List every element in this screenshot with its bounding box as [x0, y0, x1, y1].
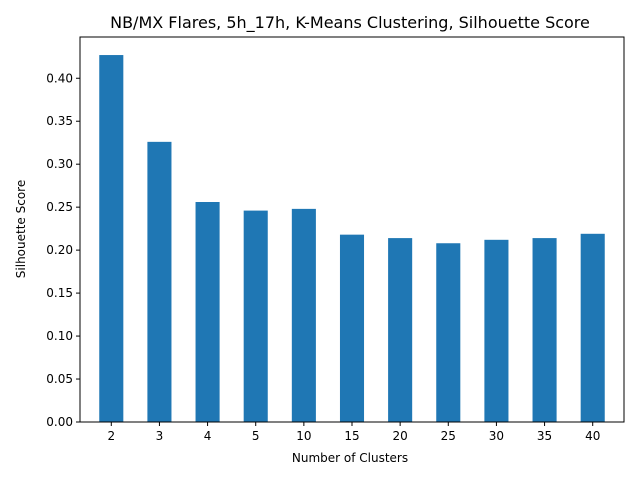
bar-15	[339, 234, 365, 422]
plot-frame	[79, 36, 625, 423]
bar-25	[436, 243, 461, 422]
y-tick-label: 0.00	[46, 415, 73, 429]
y-tick-label: 0.15	[46, 286, 73, 300]
y-axis-label: Silhouette Score	[14, 180, 28, 278]
x-tick-label: 3	[156, 429, 164, 443]
x-tick-label: 2	[107, 429, 115, 443]
y-tick-label: 0.05	[46, 372, 73, 386]
bar-10	[291, 208, 316, 422]
bar-2	[99, 55, 124, 422]
chart-title: NB/MX Flares, 5h_17h, K-Means Clustering…	[110, 13, 590, 33]
x-tick-label: 35	[537, 429, 552, 443]
x-tick-label: 30	[489, 429, 504, 443]
y-tick-label: 0.40	[46, 71, 73, 85]
bar-3	[147, 141, 172, 422]
y-tick-label: 0.20	[46, 243, 73, 257]
y-tick-label: 0.30	[46, 157, 73, 171]
bar-5	[243, 210, 268, 422]
x-tick-label: 15	[344, 429, 359, 443]
bars-group	[99, 55, 605, 422]
bar-40	[580, 233, 605, 422]
x-tick-label: 40	[585, 429, 600, 443]
x-tick-label: 4	[204, 429, 212, 443]
bar-30	[484, 239, 509, 422]
y-tick-label: 0.25	[46, 200, 73, 214]
bar-35	[532, 238, 557, 422]
x-axis-label: Number of Clusters	[292, 451, 408, 465]
x-tick-label: 10	[296, 429, 311, 443]
y-tick-label: 0.35	[46, 114, 73, 128]
x-tick-label: 5	[252, 429, 260, 443]
bar-4	[195, 202, 220, 422]
x-tick-label: 20	[393, 429, 408, 443]
bar-20	[388, 238, 413, 422]
x-axis-ticks: 2 3 4 5 10 15 20 25 30 35 40	[107, 422, 600, 443]
y-axis-ticks: 0.00 0.05 0.10 0.15 0.20 0.25 0.30 0.35 0.40	[46, 71, 80, 429]
x-tick-label: 25	[441, 429, 456, 443]
y-tick-label: 0.10	[46, 329, 73, 343]
